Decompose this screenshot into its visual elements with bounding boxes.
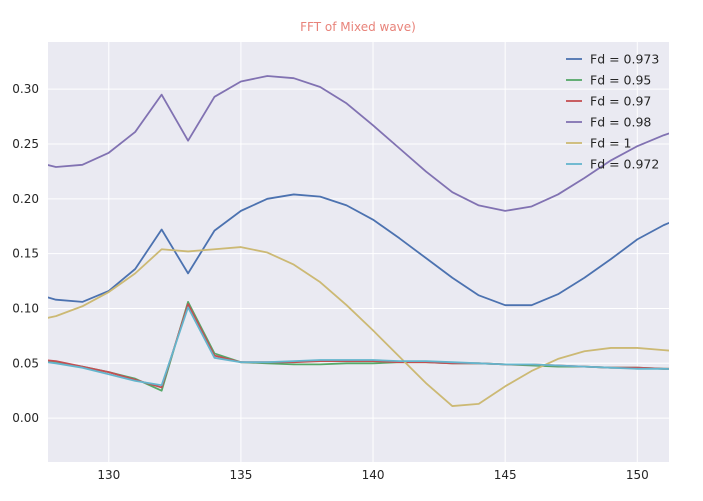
x-tick-label: 150 [626, 468, 649, 482]
series-line-4 [48, 246, 669, 407]
x-axis-ticks: 130 135 140 145 150 [97, 468, 648, 482]
y-axis-ticks: 0.00 0.05 0.10 0.15 0.20 0.25 0.30 [12, 82, 39, 425]
grid [48, 42, 669, 462]
y-tick-label: 0.05 [12, 356, 39, 370]
legend: Fd = 0.973 Fd = 0.95 Fd = 0.97 Fd = 0.98 Fd … [566, 52, 659, 172]
series-line-0 [48, 193, 669, 307]
x-tick-label: 135 [229, 468, 252, 482]
x-tick-label: 140 [362, 468, 385, 482]
plot-area [48, 42, 669, 462]
series-line-3 [48, 75, 669, 212]
x-tick-label: 130 [97, 468, 120, 482]
y-tick-label: 0.25 [12, 137, 39, 151]
legend-label: Fd = 0.972 [590, 157, 659, 172]
x-tick-label: 145 [494, 468, 517, 482]
y-tick-label: 0.10 [12, 301, 39, 315]
legend-label: Fd = 0.95 [590, 73, 651, 88]
legend-label: Fd = 1 [590, 136, 632, 151]
y-tick-label: 0.20 [12, 192, 39, 206]
y-tick-label: 0.00 [12, 411, 39, 425]
legend-label: Fd = 0.98 [590, 115, 651, 130]
legend-label: Fd = 0.97 [590, 94, 651, 109]
legend-label: Fd = 0.973 [590, 52, 659, 67]
chart-title: FFT of Mixed wave) [300, 20, 416, 34]
y-tick-label: 0.15 [12, 247, 39, 261]
y-tick-label: 0.30 [12, 82, 39, 96]
series-lines [48, 75, 669, 407]
series-line-5 [48, 306, 669, 387]
